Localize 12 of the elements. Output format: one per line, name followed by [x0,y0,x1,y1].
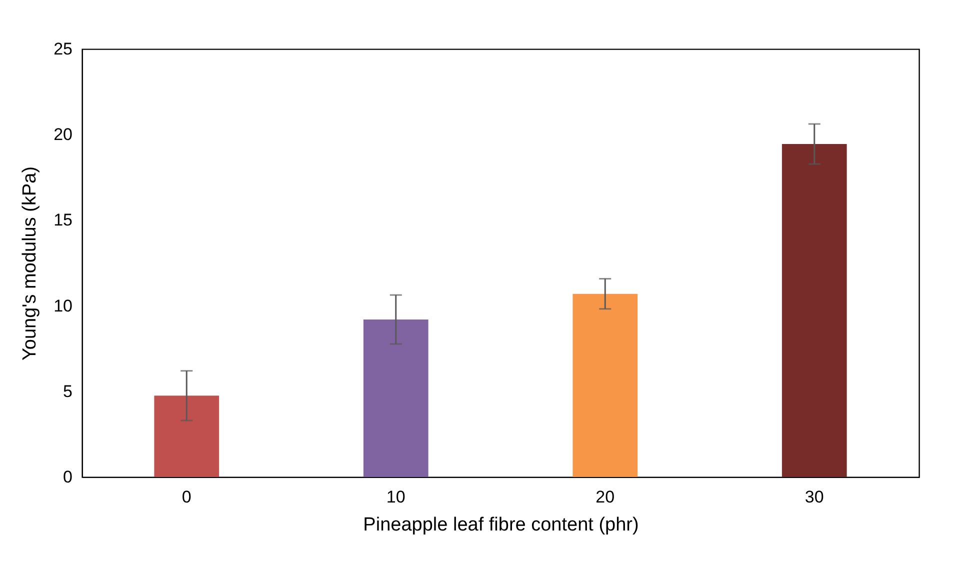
x-axis-title: Pineapple leaf fibre content (phr) [363,514,639,536]
y-tick-label: 15 [54,210,72,230]
y-tick-label: 20 [54,125,72,144]
x-tick-label: 0 [182,488,192,506]
x-tick-label: 10 [386,488,406,506]
y-tick-label: 0 [63,468,72,486]
x-tick-label: 20 [596,488,615,506]
x-tick-label: 30 [804,488,824,506]
y-tick-label: 25 [54,40,72,58]
y-tick-label: 10 [54,296,72,316]
y-axis-title: Young's modulus (kPa) [20,166,41,361]
y-tick-label: 5 [63,382,72,401]
